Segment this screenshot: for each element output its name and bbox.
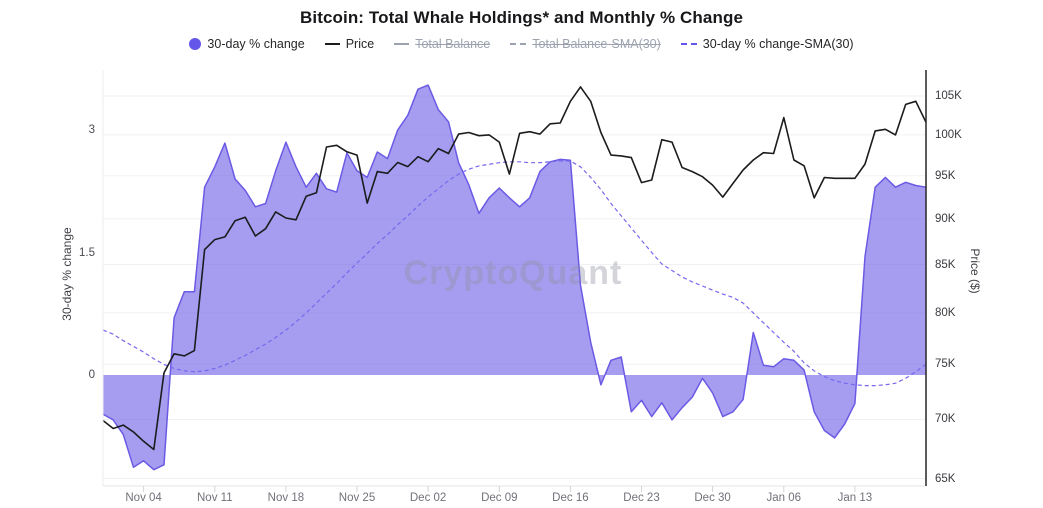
right-tick-label: 80K: [935, 306, 956, 319]
price-line: [102, 86, 927, 451]
pct-change-area: [103, 85, 926, 470]
x-tick-label: Nov 11: [197, 492, 233, 504]
right-tick-label: 105K: [935, 90, 962, 102]
pct-change-outline: [102, 84, 927, 471]
x-tick-label: Nov 18: [267, 492, 305, 504]
legend: 30-day % change Price Total Balance Tota…: [0, 37, 1043, 51]
x-tick-label: Jan 13: [837, 492, 873, 504]
legend-line-icon: [324, 43, 340, 45]
legend-item-label: Total Balance: [415, 37, 491, 51]
legend-dashed-line-icon: [510, 43, 527, 45]
left-tick-label: 3: [88, 124, 95, 136]
legend-item-price[interactable]: Price: [324, 37, 375, 51]
sma-line: [102, 160, 927, 387]
legend-item-label: Price: [345, 37, 375, 51]
legend-item-total-balance[interactable]: Total Balance: [394, 37, 490, 51]
x-tick-label: Dec 30: [694, 492, 731, 504]
x-tick-label: Dec 09: [481, 492, 518, 504]
left-tick-label: 0: [88, 369, 95, 381]
x-tick-label: Dec 23: [623, 492, 660, 504]
legend-item-label: Total Balance-SMA(30): [532, 37, 661, 51]
right-tick-label: 75K: [935, 358, 956, 371]
legend-item-total-balance-sma[interactable]: Total Balance-SMA(30): [510, 37, 661, 51]
left-tick-label: 1.5: [79, 246, 95, 259]
x-tick-label: Dec 16: [552, 492, 589, 504]
watermark: CryptoQuant: [404, 254, 623, 292]
x-tick-label: Dec 02: [409, 492, 447, 504]
x-tick-label: Jan 06: [766, 492, 802, 504]
x-tick-label: Nov 04: [125, 492, 162, 504]
chart-title: Bitcoin: Total Whale Holdings* and Month…: [300, 8, 743, 27]
right-tick-label: 90K: [935, 212, 956, 225]
x-tick-label: Nov 25: [338, 492, 376, 504]
right-tick-label: 70K: [935, 413, 956, 426]
legend-item-30d-pct-change-sma[interactable]: 30-day % change-SMA(30): [680, 37, 854, 51]
right-tick-label: 85K: [935, 258, 956, 271]
legend-dot-icon: [189, 38, 202, 50]
legend-line-icon: [394, 43, 410, 45]
right-tick-label: 100K: [935, 128, 962, 141]
right-tick-label: 95K: [935, 169, 956, 182]
x-tick-marks: [143, 486, 856, 492]
legend-item-label: 30-day % change: [207, 37, 305, 51]
right-tick-label: 65K: [935, 472, 956, 485]
legend-item-label: 30-day % change-SMA(30): [702, 37, 854, 51]
legend-dashed-line-icon: [680, 43, 697, 45]
legend-item-30d-pct-change[interactable]: 30-day % change: [189, 37, 305, 51]
